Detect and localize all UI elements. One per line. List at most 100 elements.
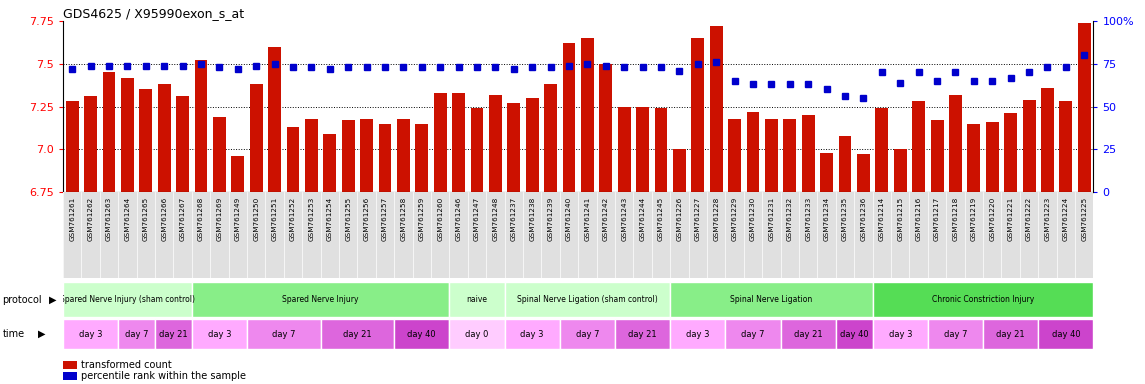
Text: GSM761268: GSM761268: [198, 196, 204, 240]
Bar: [397, 119, 410, 192]
Bar: [913, 101, 925, 192]
Text: Spared Nerve Injury (sham control): Spared Nerve Injury (sham control): [60, 295, 195, 304]
Bar: [968, 124, 980, 192]
Text: day 7: day 7: [741, 329, 765, 339]
Bar: [323, 134, 337, 192]
Text: day 21: day 21: [629, 329, 657, 339]
Text: GSM761234: GSM761234: [823, 196, 830, 240]
Text: GSM761265: GSM761265: [143, 196, 149, 240]
Bar: [562, 43, 576, 192]
Bar: [103, 72, 116, 192]
Bar: [673, 149, 686, 192]
Text: GSM761259: GSM761259: [419, 196, 425, 240]
Text: day 0: day 0: [465, 329, 489, 339]
Text: GSM761225: GSM761225: [1081, 196, 1088, 240]
Text: GSM761224: GSM761224: [1063, 196, 1069, 240]
Bar: [434, 93, 447, 192]
Bar: [710, 26, 722, 192]
Bar: [361, 119, 373, 192]
Text: Spinal Nerve Ligation: Spinal Nerve Ligation: [731, 295, 813, 304]
Bar: [894, 149, 907, 192]
Bar: [416, 124, 428, 192]
Bar: [449, 282, 505, 317]
Bar: [176, 96, 189, 192]
Text: GSM761255: GSM761255: [345, 196, 352, 240]
Text: day 3: day 3: [79, 329, 102, 339]
Bar: [781, 319, 836, 349]
Bar: [191, 282, 449, 317]
Text: GSM761230: GSM761230: [750, 196, 756, 240]
Text: GSM761221: GSM761221: [1008, 196, 1013, 240]
Bar: [1039, 319, 1093, 349]
Text: day 7: day 7: [576, 329, 599, 339]
Bar: [505, 319, 560, 349]
Bar: [247, 319, 321, 349]
Bar: [489, 94, 502, 192]
Text: Spared Nerve Injury: Spared Nerve Injury: [283, 295, 358, 304]
Bar: [84, 96, 97, 192]
Text: GSM761238: GSM761238: [529, 196, 535, 240]
Bar: [118, 319, 155, 349]
Text: transformed count: transformed count: [81, 360, 172, 370]
Text: GSM761261: GSM761261: [69, 196, 76, 240]
Bar: [394, 319, 449, 349]
Text: GSM761249: GSM761249: [235, 196, 240, 240]
Bar: [286, 127, 300, 192]
Bar: [121, 78, 134, 192]
Bar: [783, 119, 796, 192]
Bar: [581, 38, 594, 192]
Bar: [984, 319, 1039, 349]
Bar: [836, 319, 872, 349]
Bar: [560, 319, 615, 349]
Text: GSM761263: GSM761263: [106, 196, 112, 240]
Text: GSM761219: GSM761219: [971, 196, 977, 240]
Text: GSM761214: GSM761214: [879, 196, 885, 240]
Bar: [526, 98, 538, 192]
Bar: [1077, 23, 1091, 192]
Text: time: time: [2, 329, 24, 339]
Bar: [670, 282, 872, 317]
Text: GSM761269: GSM761269: [216, 196, 222, 240]
Text: GSM761220: GSM761220: [989, 196, 995, 240]
Bar: [728, 119, 741, 192]
Text: protocol: protocol: [2, 295, 42, 305]
Text: day 21: day 21: [793, 329, 822, 339]
Text: GSM761233: GSM761233: [805, 196, 812, 240]
Text: naive: naive: [466, 295, 488, 304]
Text: day 3: day 3: [207, 329, 231, 339]
Bar: [615, 319, 670, 349]
Text: GDS4625 / X95990exon_s_at: GDS4625 / X95990exon_s_at: [63, 7, 244, 20]
Text: GSM761257: GSM761257: [382, 196, 388, 240]
Text: GSM761256: GSM761256: [364, 196, 370, 240]
Bar: [471, 108, 483, 192]
Text: GSM761250: GSM761250: [253, 196, 259, 240]
Text: GSM761231: GSM761231: [768, 196, 774, 240]
Text: GSM761253: GSM761253: [308, 196, 315, 240]
Text: GSM761242: GSM761242: [602, 196, 609, 240]
Text: day 40: day 40: [408, 329, 436, 339]
Bar: [927, 319, 984, 349]
Text: day 3: day 3: [686, 329, 710, 339]
Bar: [63, 319, 118, 349]
Text: GSM761246: GSM761246: [456, 196, 461, 240]
Bar: [726, 319, 781, 349]
Text: GSM761262: GSM761262: [87, 196, 94, 240]
Bar: [872, 282, 1093, 317]
Text: GSM761267: GSM761267: [180, 196, 185, 240]
Bar: [1004, 113, 1017, 192]
Bar: [747, 112, 759, 192]
Bar: [802, 115, 815, 192]
Bar: [1041, 88, 1053, 192]
Bar: [599, 64, 613, 192]
Bar: [1059, 101, 1073, 192]
Text: GSM761232: GSM761232: [787, 196, 792, 240]
Bar: [655, 108, 668, 192]
Bar: [949, 94, 962, 192]
Text: day 40: day 40: [840, 329, 869, 339]
Bar: [1022, 100, 1035, 192]
Bar: [986, 122, 998, 192]
Text: GSM761260: GSM761260: [437, 196, 443, 240]
Bar: [231, 156, 244, 192]
Bar: [140, 89, 152, 192]
Bar: [195, 60, 207, 192]
